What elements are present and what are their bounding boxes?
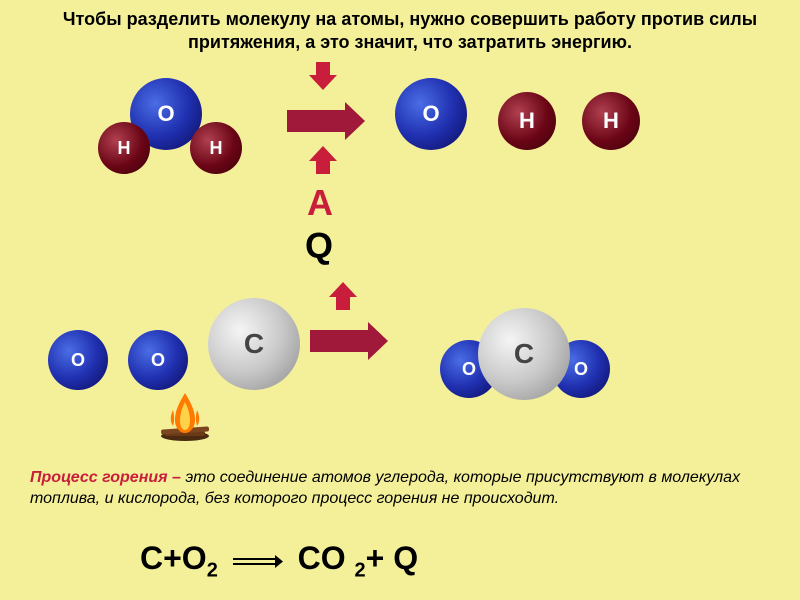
atom-label: O — [71, 350, 85, 371]
atom-label: O — [157, 101, 174, 127]
formula-rhs: CO — [298, 540, 355, 576]
atom-label: O — [422, 101, 439, 127]
atom-label: H — [603, 108, 619, 134]
letter-a: A — [307, 182, 333, 224]
formula-sub2: 2 — [354, 559, 365, 581]
atom-label: H — [210, 138, 223, 159]
formula-sub1: 2 — [207, 559, 218, 581]
fire-icon — [155, 388, 215, 443]
atom-label: H — [519, 108, 535, 134]
atom-label: C — [514, 338, 534, 370]
combustion-caption: Процесс горения – это соединение атомов … — [30, 468, 770, 510]
atom-h: H — [498, 92, 556, 150]
formula-lhs: C+O — [140, 540, 207, 576]
formula-tail: + Q — [366, 540, 418, 576]
atom-c: C — [208, 298, 300, 390]
atom-h: H — [582, 92, 640, 150]
arrow-up-icon — [336, 296, 350, 310]
letter-q: Q — [305, 225, 333, 267]
arrow-down-icon — [316, 62, 330, 76]
arrow-up-icon — [316, 160, 330, 174]
combustion-head: Процесс горения – — [30, 469, 185, 486]
atom-label: O — [151, 350, 165, 371]
reaction-arrow-icon — [233, 554, 283, 568]
arrow-right-icon — [287, 110, 347, 132]
arrow-right-icon — [310, 330, 370, 352]
atom-o: O — [128, 330, 188, 390]
title-text: Чтобы разделить молекулу на атомы, нужно… — [60, 8, 760, 55]
atom-label: H — [118, 138, 131, 159]
atom-label: O — [574, 359, 588, 380]
atom-o: O — [395, 78, 467, 150]
atom-o: O — [48, 330, 108, 390]
atom-c: C — [478, 308, 570, 400]
atom-label: O — [462, 359, 476, 380]
atom-h: H — [98, 122, 150, 174]
atom-label: C — [244, 328, 264, 360]
formula: C+O2 CO 2+ Q — [140, 540, 418, 582]
atom-h: H — [190, 122, 242, 174]
